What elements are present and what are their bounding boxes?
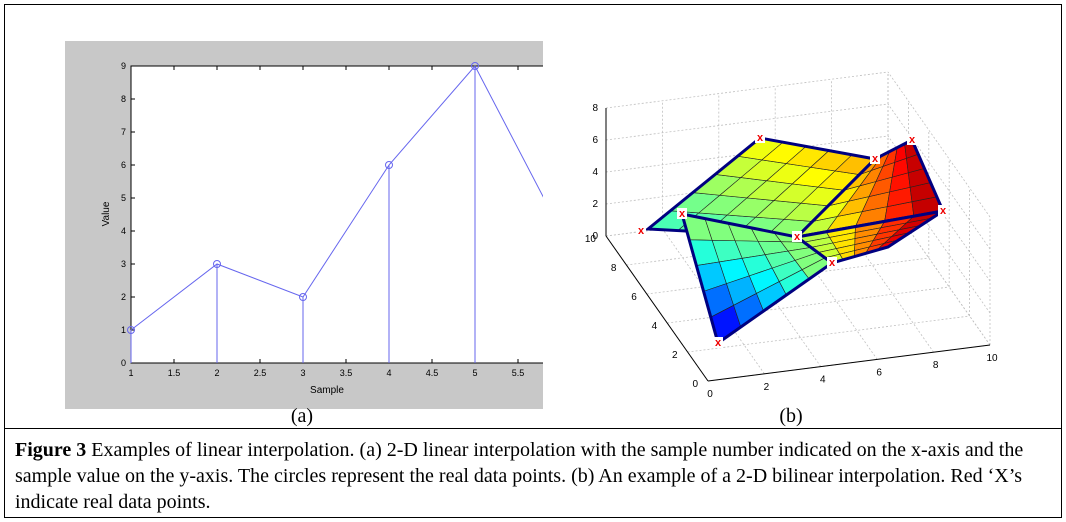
marker-background [792, 231, 802, 242]
data-point-marker [471, 62, 479, 70]
grid-line [887, 71, 991, 218]
x-tick-label: 4 [820, 375, 826, 386]
marker-background [636, 225, 646, 236]
marker-background [755, 132, 765, 143]
grid-line [605, 135, 889, 173]
marker-background [938, 205, 948, 216]
x-axis-line [707, 344, 991, 382]
z-tick-label: 0 [592, 231, 598, 242]
data-point-x-marker: x [679, 208, 686, 220]
grid-line [646, 257, 929, 295]
y-tick-label: 3 [121, 259, 126, 269]
data-point-marker [385, 161, 393, 169]
x-tick-label: 5 [472, 368, 477, 378]
marker-background [870, 153, 880, 164]
x-tick-label: 1.5 [168, 368, 181, 378]
data-point-x-marker: x [715, 337, 722, 349]
marker-background [907, 134, 917, 145]
grid-line [887, 167, 991, 314]
figure-caption: Figure 3 Examples of linear interpolatio… [15, 437, 1051, 515]
z-tick-label: 2 [592, 199, 598, 210]
markers-b: x x x x x x x x x [636, 132, 948, 349]
surface-edge [793, 209, 944, 265]
x-tick-label: 2 [764, 382, 770, 393]
plot-area-a [130, 65, 562, 364]
data-point-x-marker: x [909, 134, 916, 146]
y-tick-label: 2 [121, 292, 126, 302]
x-tick-label: 5.5 [512, 368, 525, 378]
y-tick-label: 9 [121, 61, 126, 71]
x-tick-label: 1 [128, 368, 133, 378]
y-tick-label: 10 [585, 234, 597, 245]
grid-line [831, 206, 934, 353]
y-axis-line [605, 235, 709, 382]
marker-background [827, 257, 837, 268]
marker-background [677, 208, 687, 219]
marker-background [713, 337, 723, 348]
panel-label-a: (a) [290, 405, 314, 427]
x-tick-label: 6 [876, 367, 882, 378]
x-tick-label: 0 [707, 389, 713, 400]
grid-line [774, 214, 878, 360]
y-tick-label: 0 [692, 379, 698, 390]
grid-line [887, 103, 991, 250]
y-tick-label: 8 [611, 263, 617, 274]
grid-line [687, 315, 970, 353]
x-axis-label: Sample [310, 385, 344, 396]
surface-b [644, 136, 946, 346]
y-tick-label: 0 [121, 358, 126, 368]
y-tick-label: 4 [652, 321, 658, 332]
x-tick-label: 2.5 [254, 368, 267, 378]
z-tick-label: 8 [592, 103, 598, 114]
y-tick-label: 2 [672, 350, 678, 361]
data-point-x-marker: x [829, 257, 836, 269]
x-tick-label: 4 [386, 368, 391, 378]
y-tick-label: 4 [121, 226, 126, 236]
data-point-marker [299, 293, 307, 301]
x-tick-label: 3.5 [340, 368, 353, 378]
y-axis-label: Value [101, 201, 112, 226]
y-tick-label: 7 [121, 127, 126, 137]
grid-line [605, 103, 889, 141]
x-tick-label: 8 [933, 360, 939, 371]
panel-label-b: (b) [779, 405, 803, 427]
data-point-marker [127, 326, 135, 334]
data-point-x-marker: x [794, 231, 801, 243]
y-tick-label: 6 [121, 160, 126, 170]
z-tick-label: 6 [592, 135, 598, 146]
y-tick-label: 1 [121, 325, 126, 335]
x-tick-label: 3 [300, 368, 305, 378]
x-tick-label: 2 [214, 368, 219, 378]
x-tick-label: 10 [986, 353, 998, 364]
z-tick-label: 4 [592, 167, 598, 178]
y-tick-label: 5 [121, 193, 126, 203]
data-point-x-marker: x [638, 225, 645, 237]
series-line [130, 65, 562, 331]
data-point-x-marker: x [757, 132, 764, 144]
caption-text: Examples of linear interpolation. (a) 2-… [15, 439, 1024, 513]
data-point-x-marker: x [872, 153, 879, 165]
y-tick-label: 6 [631, 292, 637, 303]
data-point-x-marker: x [940, 205, 947, 217]
y-tick-label: 8 [121, 94, 126, 104]
data-point-marker [213, 260, 221, 268]
grid-line [667, 286, 950, 324]
grid-line [605, 71, 889, 109]
grid-line [887, 199, 991, 346]
caption-lead: Figure 3 [15, 439, 87, 461]
x-tick-label: 4.5 [426, 368, 439, 378]
